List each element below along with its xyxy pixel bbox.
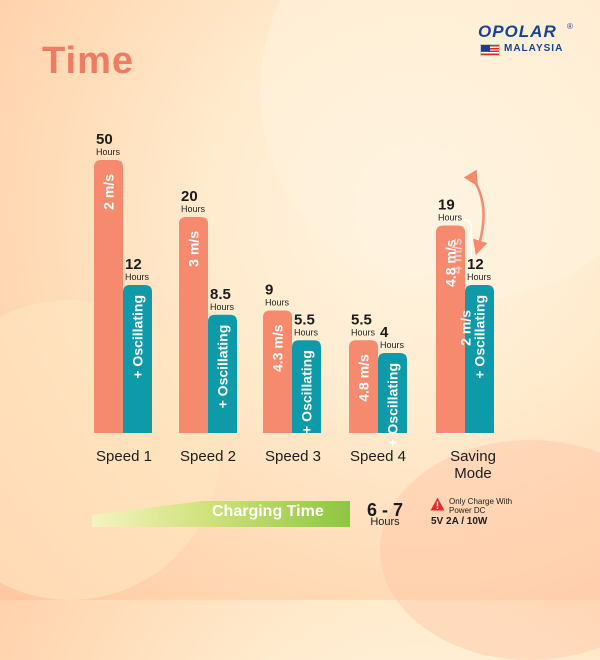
bar-speed <box>349 340 378 433</box>
category-label: Speed 2 <box>180 448 236 465</box>
bar-speed <box>263 310 292 433</box>
bar-speed <box>436 225 465 433</box>
value-label: 4 <box>380 324 389 341</box>
charging-time-label: Charging Time <box>212 503 324 520</box>
bar-oscillating-label: + Oscillating <box>472 295 488 379</box>
value-unit: Hours <box>265 298 290 308</box>
category-label: Saving <box>450 448 496 465</box>
registered-mark: ® <box>567 22 573 31</box>
value-unit: Hours <box>125 272 150 282</box>
bar-oscillating <box>208 314 237 433</box>
charging-warning: Only Charge With Power DC <box>449 497 512 515</box>
bar-oscillating <box>465 285 494 433</box>
value-unit: Hours <box>380 340 405 350</box>
category-label: Speed 3 <box>265 448 321 465</box>
bar-speed-label: 4.3 m/s <box>270 324 286 372</box>
bar-speed <box>179 217 208 433</box>
charging-warning-line-2: Power DC <box>449 506 486 515</box>
charging-time-value: 6 - 7 <box>366 500 404 520</box>
value-unit: Hours <box>210 302 235 312</box>
bar-speed <box>94 160 123 433</box>
value-label: 50 <box>96 131 113 148</box>
page-title: Time <box>42 40 135 82</box>
bar-oscillating <box>292 340 321 433</box>
bar-oscillating <box>123 285 152 433</box>
charging-warning-line-1: Only Charge With <box>449 497 513 506</box>
bar-speed-label: 4.8 m/s <box>443 239 459 287</box>
value-label: 5.5 <box>351 311 372 328</box>
bar-speed-label: 4.8 m/s <box>356 354 372 402</box>
value-label: 12 <box>467 256 484 273</box>
value-unit: Hours <box>351 327 376 337</box>
category-label: Speed 4 <box>350 448 406 465</box>
value-label: 19 <box>438 197 455 214</box>
bar-oscillating <box>378 353 407 433</box>
brand-logo: OPOLAR ® MALAYSIA <box>478 22 578 62</box>
malaysia-flag-icon <box>480 44 500 56</box>
value-unit: Hours <box>96 147 121 157</box>
bar-oscillating-label: + Oscillating <box>385 363 401 447</box>
brand-region: MALAYSIA <box>504 43 564 54</box>
bar-oscillating-label: + Oscillating <box>215 325 231 409</box>
category-label: Mode <box>454 465 492 482</box>
charging-time-band <box>92 501 350 527</box>
value-unit: Hours <box>438 213 463 223</box>
value-label: 20 <box>181 188 198 205</box>
value-label: 5.5 <box>294 311 315 328</box>
value-unit: Hours <box>467 272 492 282</box>
charging-spec: 5V 2A / 10W <box>431 516 488 527</box>
bar-oscillating-label: + Oscillating <box>299 350 315 434</box>
value-label: 12 <box>125 256 142 273</box>
value-label: 9 <box>265 282 273 299</box>
saving-mode-cycle-label: 4 m/s <box>449 238 465 274</box>
warning-icon <box>430 497 445 511</box>
bar-speed-label: 2 m/s <box>101 174 117 210</box>
bar-speed-label: 3 m/s <box>186 231 202 267</box>
brand-name: OPOLAR <box>478 22 557 41</box>
bar-oscillating-label: + Oscillating <box>130 295 146 379</box>
value-label: 8.5 <box>210 286 231 303</box>
charging-time-unit: Hours <box>370 516 400 528</box>
saving-mode-cycle-label: 2 m/s <box>458 310 474 346</box>
category-label: Speed 1 <box>96 448 152 465</box>
cycle-arrow-icon <box>463 169 488 256</box>
value-unit: Hours <box>181 204 206 214</box>
value-unit: Hours <box>294 327 319 337</box>
